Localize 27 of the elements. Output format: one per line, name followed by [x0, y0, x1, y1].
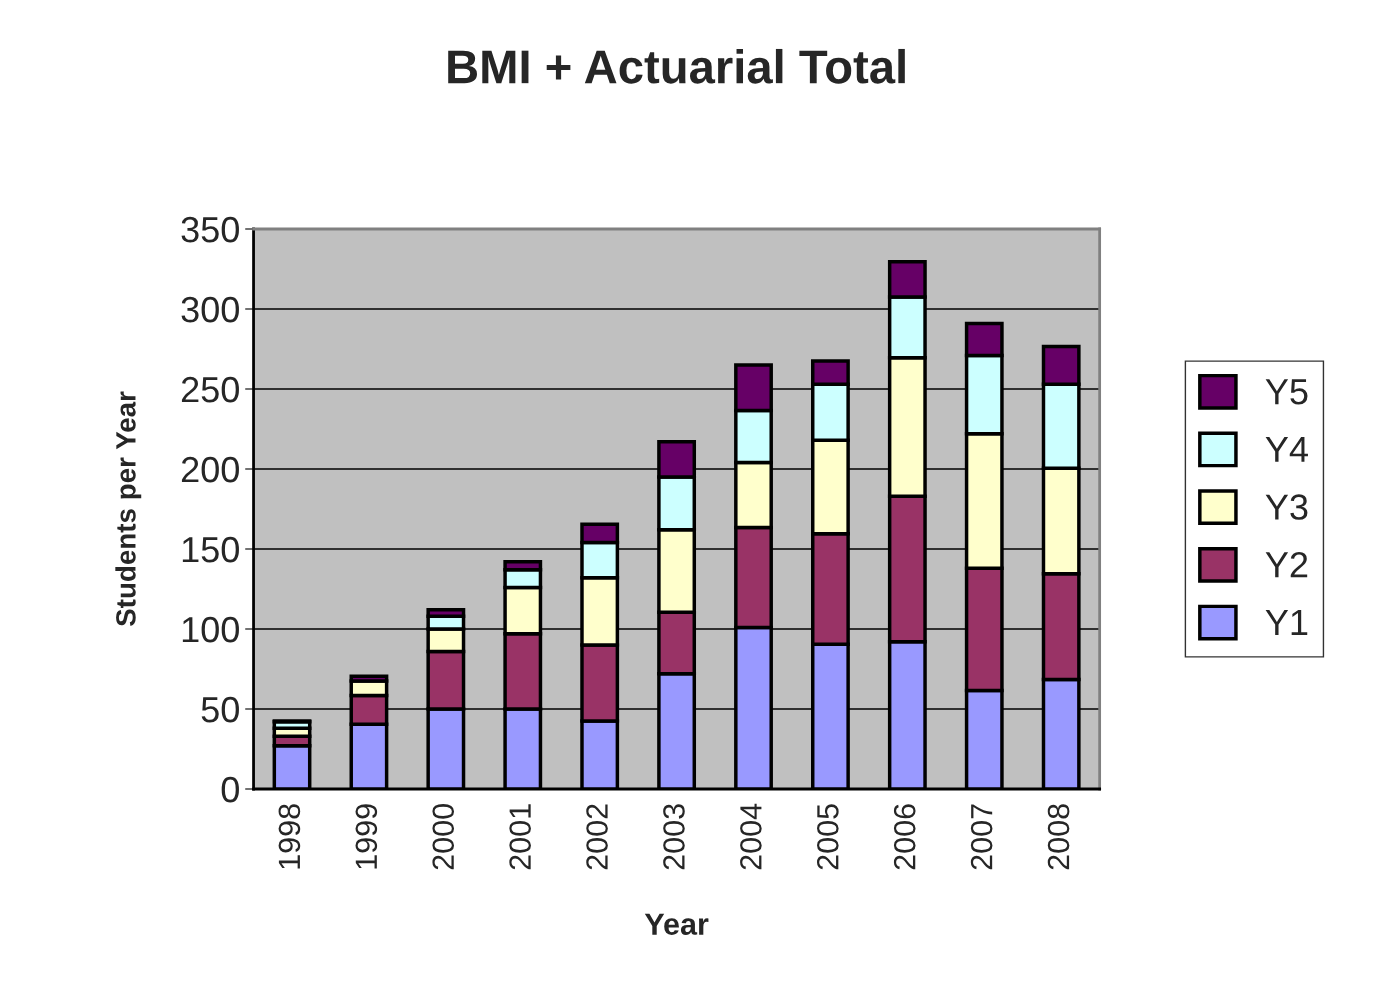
- x-tick-label: 2008: [1047, 804, 1070, 870]
- y-tick-label: 50: [201, 696, 239, 723]
- x-tick-label: 1998: [278, 804, 301, 869]
- x-tick-label: 2003: [663, 804, 685, 870]
- x-tick-label: 2001: [509, 804, 531, 870]
- chart-title: BMI + Actuarial Total: [448, 48, 905, 84]
- y-axis-title: Students per Year: [115, 391, 142, 627]
- legend-label: Y1: [1265, 610, 1308, 635]
- legend-label: Y5: [1265, 379, 1308, 405]
- y-tick-label: 350: [181, 216, 239, 243]
- x-tick-label: 2007: [970, 804, 993, 870]
- y-tick-label: 250: [181, 376, 239, 403]
- x-tick-label: 2006: [893, 804, 916, 870]
- y-tick-label: 300: [181, 296, 239, 323]
- x-tick-label: 2004: [740, 803, 762, 870]
- y-tick-label: 0: [221, 776, 239, 803]
- y-tick-label: 200: [181, 456, 239, 483]
- x-tick-label: 2000: [432, 804, 455, 870]
- legend-label: Y2: [1265, 551, 1308, 578]
- y-tick-label: 150: [182, 536, 239, 563]
- x-tick-label: 1999: [355, 804, 378, 869]
- y-tick-label: 100: [182, 616, 239, 643]
- x-tick-label: 2002: [586, 804, 608, 870]
- legend-label: Y3: [1265, 494, 1308, 520]
- x-axis-title: Year: [644, 913, 709, 935]
- legend-label: Y4: [1265, 436, 1308, 462]
- x-tick-label: 2005: [817, 804, 839, 870]
